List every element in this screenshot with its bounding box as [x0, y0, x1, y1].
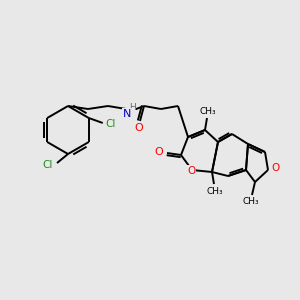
Text: O: O [271, 163, 279, 173]
Text: CH₃: CH₃ [200, 106, 216, 116]
Text: CH₃: CH₃ [243, 197, 259, 206]
Text: N: N [123, 109, 131, 119]
Text: CH₃: CH₃ [207, 187, 223, 196]
Text: Cl: Cl [106, 119, 116, 129]
Text: O: O [187, 166, 195, 176]
Text: O: O [135, 123, 143, 133]
Text: O: O [154, 147, 164, 157]
Text: Cl: Cl [43, 160, 53, 170]
Text: H: H [129, 103, 135, 112]
